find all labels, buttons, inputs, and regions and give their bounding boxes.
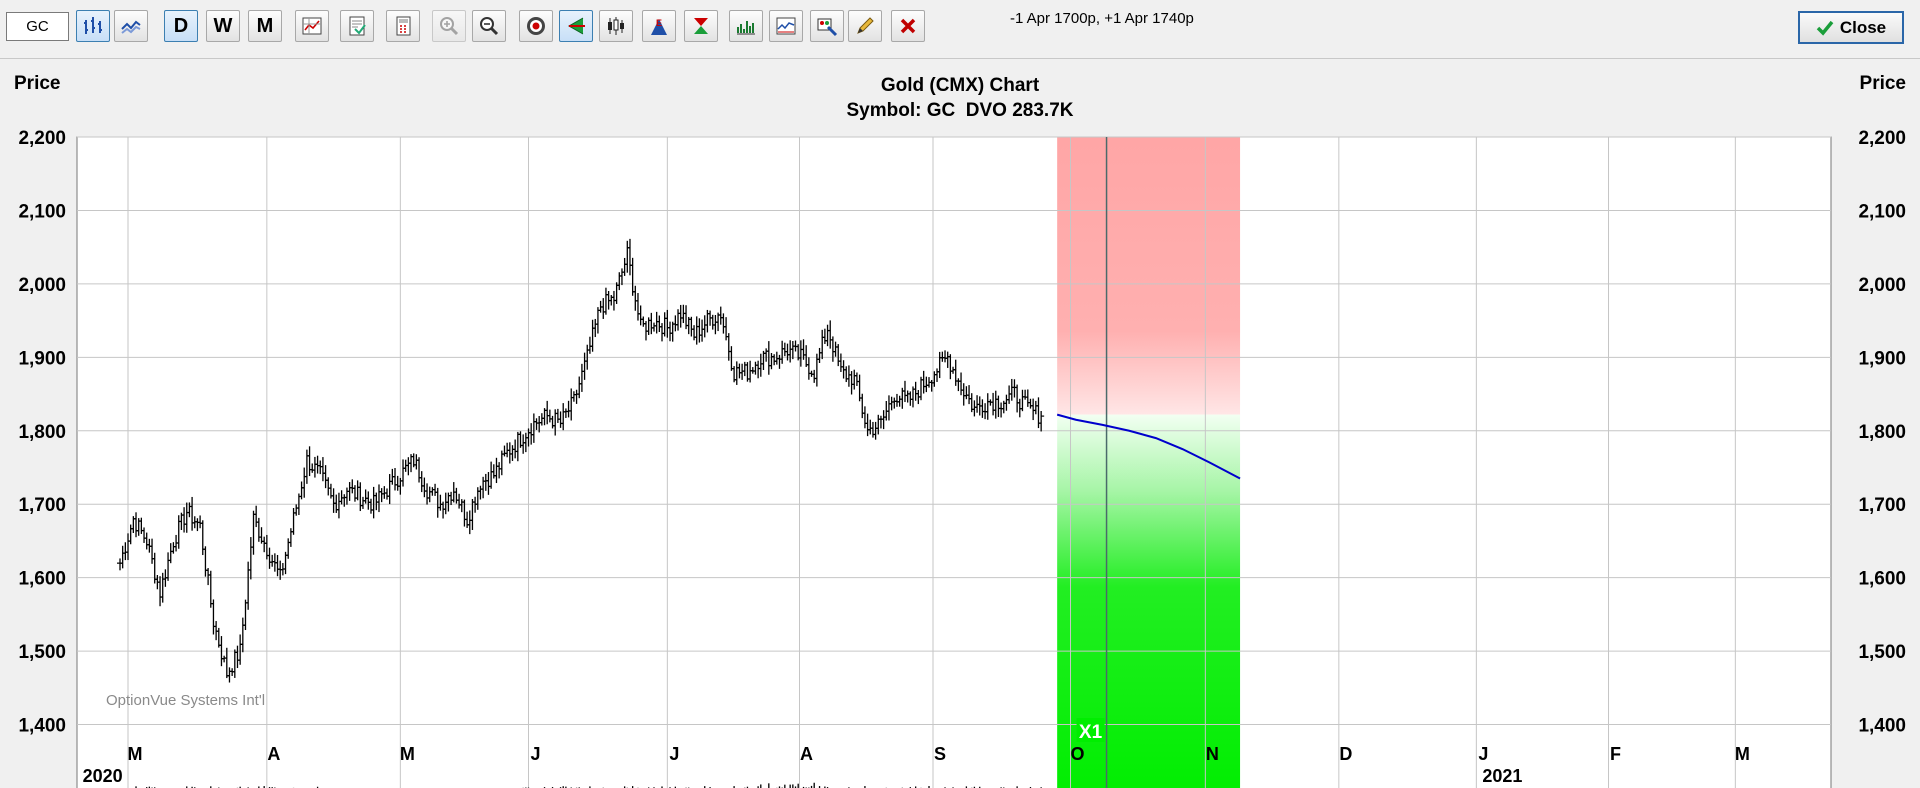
chart-title: Gold (CMX) Chart xyxy=(881,75,1040,96)
calculator-icon[interactable] xyxy=(386,10,420,42)
x-month-label: N xyxy=(1206,744,1219,764)
close-label: Close xyxy=(1839,17,1887,37)
y-tick-label: 1,800 xyxy=(18,422,66,443)
target-icon[interactable] xyxy=(519,10,553,42)
y-tick-label: 1,400 xyxy=(18,716,66,737)
checkmark-icon xyxy=(1816,20,1834,36)
x-month-label: J xyxy=(669,744,679,764)
forecast-message: -1 Apr 1700p, +1 Apr 1740p xyxy=(1010,10,1194,27)
volume-bars-icon[interactable] xyxy=(729,10,763,42)
weekly-period-button[interactable]: W xyxy=(206,10,240,42)
pencil-icon[interactable] xyxy=(848,10,882,42)
right-axis-label: Price xyxy=(1860,73,1906,94)
x-month-label: M xyxy=(1735,744,1750,764)
y-tick-label-right: 1,600 xyxy=(1858,569,1906,590)
x-month-label: J xyxy=(530,744,540,764)
daily-period-button[interactable]: D xyxy=(164,10,198,42)
zoom-out-icon[interactable] xyxy=(472,10,506,42)
x-month-label: O xyxy=(1071,744,1085,764)
forecast-up-region xyxy=(1057,137,1241,415)
x-month-label: M xyxy=(128,744,143,764)
x-month-label: F xyxy=(1610,744,1621,764)
x-year-label: 2020 xyxy=(83,766,123,786)
y-tick-label: 1,700 xyxy=(18,495,66,516)
cursor-label: X1 xyxy=(1079,722,1103,743)
y-tick-label: 2,000 xyxy=(18,275,66,296)
x-month-label: S xyxy=(934,744,946,764)
x-month-label: J xyxy=(1478,744,1488,764)
toolbar: D W M E -1 Apr 1700p, +1 xyxy=(0,0,1920,59)
plot-area xyxy=(76,136,1832,788)
delete-icon[interactable] xyxy=(891,10,925,42)
watermark: OptionVue Systems Int'l xyxy=(106,692,265,709)
y-tick-label: 1,900 xyxy=(18,348,66,369)
x-year-label: 2021 xyxy=(1482,766,1522,786)
hourglass-icon[interactable] xyxy=(684,10,718,42)
left-axis-label: Price xyxy=(14,73,60,94)
y-tick-label-right: 1,500 xyxy=(1858,642,1906,663)
line-chart-icon[interactable] xyxy=(114,10,148,42)
trend-pointer-icon[interactable] xyxy=(559,10,593,42)
x-month-label: M xyxy=(400,744,415,764)
zoom-in-icon[interactable] xyxy=(432,10,466,42)
event-marker-icon[interactable]: E xyxy=(642,10,676,42)
y-tick-label: 2,100 xyxy=(18,201,66,222)
chart-settings-icon[interactable] xyxy=(295,10,329,42)
ohlc-bar xyxy=(1038,410,1045,432)
candlestick-icon[interactable] xyxy=(599,10,633,42)
y-tick-label: 2,200 xyxy=(18,128,66,149)
monthly-period-button[interactable]: M xyxy=(248,10,282,42)
x-month-label: A xyxy=(267,744,280,764)
y-tick-label: 1,500 xyxy=(18,642,66,663)
y-tick-label-right: 2,200 xyxy=(1858,128,1906,149)
y-tick-label-right: 1,400 xyxy=(1858,716,1906,737)
symbol-input[interactable] xyxy=(6,12,69,41)
x-month-label: D xyxy=(1339,744,1352,764)
y-tick-label-right: 2,100 xyxy=(1858,201,1906,222)
y-tick-label-right: 2,000 xyxy=(1858,275,1906,296)
forecast-line xyxy=(1056,413,1241,480)
gridlines xyxy=(77,136,1831,788)
forecast-zone xyxy=(1057,137,1241,788)
y-tick-label-right: 1,800 xyxy=(1858,422,1906,443)
y-tick-label-right: 1,900 xyxy=(1858,348,1906,369)
y-axis-ticks: 1,3001,3001,4001,4001,5001,5001,6001,600… xyxy=(18,128,1906,737)
forecast-line-group: X1 xyxy=(1056,137,1241,788)
palette-icon[interactable] xyxy=(810,10,844,42)
y-tick-label-right: 1,700 xyxy=(1858,495,1906,516)
y-tick-label: 1,600 xyxy=(18,569,66,590)
close-button[interactable]: Close xyxy=(1798,11,1904,44)
chart-export-icon[interactable] xyxy=(340,10,374,42)
chart-subtitle: Symbol: GC DVO 283.7K xyxy=(846,100,1073,121)
bar-chart-icon[interactable] xyxy=(76,10,110,42)
cursor-label-box xyxy=(1076,718,1105,742)
price-bars xyxy=(117,238,1045,683)
svg-text:E: E xyxy=(656,18,662,28)
indicator-chart-icon[interactable] xyxy=(769,10,803,42)
price-chart[interactable]: Price Price Gold (CMX) Chart Symbol: GC … xyxy=(0,58,1920,788)
x-month-label: A xyxy=(800,744,813,764)
